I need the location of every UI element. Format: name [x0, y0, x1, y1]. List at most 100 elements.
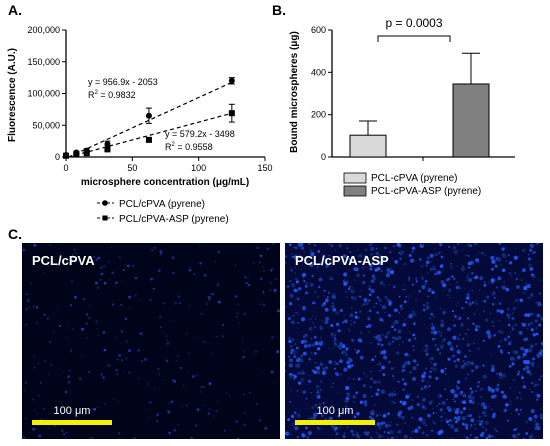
- fluorescent-speck: [262, 266, 263, 268]
- fluorescent-speck: [320, 327, 323, 330]
- fluorescent-speck: [521, 376, 524, 380]
- fluorescent-speck: [462, 360, 465, 362]
- fluorescent-speck: [200, 312, 203, 315]
- fluorescent-speck: [383, 353, 385, 356]
- fluorescent-speck: [348, 377, 350, 380]
- fluorescent-speck: [355, 391, 359, 395]
- bound-microspheres-chart: Bound microspheres (μg) 0 200 400 600 p = 0…: [289, 16, 515, 197]
- fluorescent-speck: [310, 352, 313, 355]
- fluorescent-speck: [506, 419, 509, 422]
- fluorescent-speck: [290, 434, 292, 436]
- fluorescent-speck: [366, 266, 369, 269]
- fluorescent-speck: [330, 400, 332, 402]
- fluorescent-speck: [433, 267, 437, 271]
- fluorescent-speck: [49, 341, 52, 343]
- fluorescent-speck: [297, 257, 299, 259]
- fluorescent-speck: [118, 437, 121, 439]
- fluorescent-speck: [195, 353, 197, 355]
- bar-1: [349, 134, 387, 158]
- fluorescent-speck: [247, 283, 251, 287]
- fluorescent-speck: [432, 265, 435, 268]
- fluorescent-speck: [356, 437, 358, 439]
- micrograph-pcl-cpva: PCL/cPVA 100 μm: [22, 243, 280, 439]
- fluorescent-speck: [444, 388, 447, 391]
- fluorescent-speck: [439, 307, 442, 310]
- fluorescent-speck: [456, 385, 458, 387]
- fluorescent-speck: [491, 320, 495, 324]
- fluorescent-speck: [272, 243, 275, 245]
- fluorescent-speck: [314, 352, 317, 355]
- fluorescent-speck: [120, 342, 122, 344]
- fluorescent-speck: [470, 361, 475, 366]
- fluorescent-speck: [362, 303, 366, 306]
- fluorescent-speck: [533, 414, 538, 419]
- fluorescent-speck: [447, 423, 450, 426]
- y-tick-label: 150,000: [27, 57, 60, 67]
- fluorescent-speck: [384, 335, 388, 339]
- fluorescent-speck: [367, 331, 371, 334]
- fluorescent-speck: [334, 249, 337, 251]
- fluorescent-speck: [343, 314, 346, 316]
- fluorescent-speck: [53, 424, 57, 427]
- fluorescent-speck: [322, 371, 326, 376]
- fluorescent-speck: [456, 281, 459, 284]
- fluorescent-speck: [332, 347, 334, 349]
- fluorescent-speck: [484, 252, 486, 254]
- fluorescent-speck: [382, 373, 386, 376]
- fluorescent-speck: [469, 350, 471, 352]
- fluorescent-speck: [171, 400, 174, 403]
- fluorescent-speck: [198, 243, 200, 245]
- fluorescent-speck: [507, 316, 510, 319]
- fluorescent-speck: [66, 432, 68, 433]
- fluorescent-speck: [363, 298, 368, 302]
- fluorescent-speck: [537, 383, 539, 386]
- fluorescent-speck: [103, 281, 107, 285]
- fluorescent-speck: [214, 260, 216, 262]
- fluorescent-speck: [478, 415, 481, 419]
- fluorescent-speck: [333, 336, 336, 340]
- fluorescent-speck: [421, 285, 426, 290]
- fluorescent-speck: [289, 302, 293, 306]
- fluorescent-speck: [317, 250, 321, 253]
- fluorescent-speck: [274, 290, 277, 293]
- fluorescent-speck: [535, 327, 538, 329]
- fluorescent-speck: [374, 268, 379, 272]
- fluorescent-speck: [528, 388, 531, 391]
- fluorescent-speck: [380, 389, 386, 394]
- fluorescent-speck: [356, 339, 357, 341]
- fluorescent-speck: [361, 341, 364, 344]
- fluorescent-speck: [95, 258, 99, 262]
- fluorescent-speck: [477, 261, 480, 264]
- fluorescent-speck: [539, 292, 542, 295]
- fluorescent-speck: [124, 264, 126, 266]
- fluorescent-speck: [293, 288, 298, 293]
- fluorescent-speck: [500, 390, 504, 394]
- fluorescent-speck: [331, 302, 334, 304]
- fluorescent-speck: [316, 390, 320, 394]
- fluorescent-speck: [379, 280, 384, 285]
- fluorescent-speck: [382, 435, 385, 438]
- fluorescent-speck: [290, 268, 294, 272]
- fluorescent-speck: [370, 341, 372, 344]
- fluorescent-speck: [479, 276, 483, 281]
- fluorescent-speck: [365, 431, 369, 436]
- fluorescent-speck: [194, 337, 196, 339]
- fluorescent-speck: [477, 309, 479, 311]
- fluorescent-speck: [526, 313, 531, 317]
- fluorescent-speck: [468, 290, 470, 293]
- fluorescent-speck: [468, 301, 473, 306]
- fluorescent-speck: [326, 407, 328, 409]
- fluorescent-speck: [235, 353, 236, 355]
- fluorescent-speck: [514, 300, 516, 303]
- fluorescent-speck: [425, 301, 430, 305]
- fluorescent-speck: [451, 437, 454, 439]
- fluorescent-speck: [386, 332, 389, 335]
- fluorescent-speck: [100, 373, 103, 376]
- fluorescent-speck: [180, 249, 182, 251]
- fluorescent-speck: [185, 404, 188, 407]
- fluorescent-speck: [128, 371, 131, 374]
- fluorescent-speck: [391, 325, 394, 329]
- fluorescent-speck: [371, 395, 373, 397]
- fluorescent-speck: [492, 303, 495, 306]
- fluorescent-speck: [346, 394, 351, 399]
